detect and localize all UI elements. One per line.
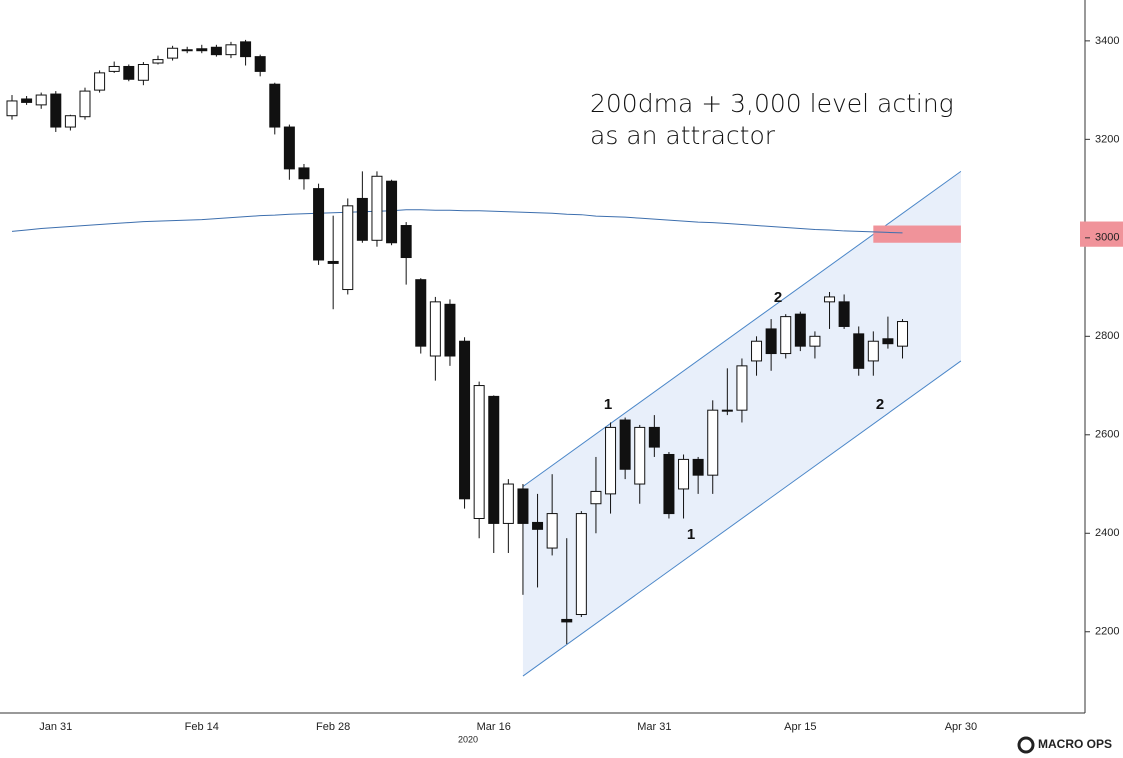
plot-area [6, 39, 962, 677]
x-tick-label: Apr 30 [945, 721, 977, 733]
annotation: as an attractor [590, 121, 776, 150]
candle-body [6, 100, 18, 117]
candle-body [342, 205, 354, 291]
y-tick-label: 2200 [1095, 626, 1119, 638]
candle-body [517, 488, 529, 524]
channel-line [522, 360, 962, 677]
y-tick-label: 3400 [1095, 35, 1119, 47]
candle-body [137, 64, 149, 81]
logo-icon [1017, 736, 1035, 754]
candle-body [35, 94, 47, 106]
candle-body [371, 175, 383, 241]
candle-body [21, 98, 33, 103]
candle-body [867, 340, 879, 362]
candle-body [429, 301, 441, 357]
candle-body [648, 426, 660, 448]
candle-body [736, 365, 748, 411]
wave-label: 2 [774, 289, 782, 306]
candle-body [269, 83, 281, 128]
candle-body [619, 419, 631, 470]
x-tick-label: Feb 28 [316, 721, 350, 733]
candle-body [240, 41, 252, 58]
candle-body [196, 48, 208, 52]
candle-body [780, 316, 792, 355]
x-tick-label: Mar 31 [637, 721, 671, 733]
candle-body [765, 328, 777, 355]
candle-body [707, 409, 719, 476]
candle-body [283, 126, 295, 170]
candle-body [298, 167, 310, 180]
candle-body [532, 521, 544, 530]
y-tick-label: 3200 [1095, 133, 1119, 145]
candle-body [634, 426, 646, 485]
candle-body [327, 260, 339, 264]
candle-body [415, 279, 427, 347]
zone [873, 225, 961, 243]
candle-body [50, 93, 62, 128]
candle-body [181, 49, 193, 52]
wave-label: 1 [687, 526, 695, 543]
x-tick-label: Jan 31 [39, 721, 72, 733]
zone-axis-highlight [1080, 221, 1123, 247]
y-tick-label: 2600 [1095, 429, 1119, 441]
candle-body [692, 458, 704, 476]
moving-average [11, 209, 903, 234]
x-tick-label: Apr 15 [784, 721, 816, 733]
candle-body [64, 115, 76, 128]
candle-body [605, 426, 617, 495]
candle-body [897, 321, 909, 347]
candle-body [663, 453, 675, 515]
candle-body [721, 409, 733, 412]
wave-label: 2 [876, 396, 884, 413]
candle-body [254, 56, 266, 72]
candle-body [561, 618, 573, 623]
candle-body [824, 296, 836, 303]
candle-body [794, 313, 806, 347]
x-tick-label: Mar 16 [477, 721, 511, 733]
logo: MACRO OPS [1038, 737, 1112, 751]
candle-body [386, 180, 398, 244]
candle-body [313, 188, 325, 261]
candle-body [678, 458, 690, 490]
candle-body [809, 335, 821, 347]
candle-body [152, 59, 164, 64]
candle-body [225, 44, 237, 56]
candle-body [400, 225, 412, 259]
candle-body [94, 72, 106, 91]
candle-body [590, 490, 602, 505]
candle-body [459, 340, 471, 500]
annotation: 200dma + 3,000 level acting [590, 89, 954, 118]
channel-line [522, 170, 962, 487]
year-label: 2020 [458, 734, 478, 744]
candle-body [882, 338, 894, 345]
candle-body [356, 197, 368, 241]
candle-body [123, 65, 135, 80]
x-tick-label: Feb 14 [185, 721, 219, 733]
candle-body [210, 46, 222, 56]
candle-body [79, 90, 91, 118]
candle-body [546, 513, 558, 549]
candle-body [444, 303, 456, 357]
channel-fill [522, 171, 961, 677]
candle-body [502, 483, 514, 524]
candle-body [473, 385, 485, 520]
candle-body [108, 65, 120, 72]
candle-body [751, 340, 763, 362]
candle-body [838, 301, 850, 327]
y-tick-label: 2800 [1095, 330, 1119, 342]
y-tick-label: 2400 [1095, 527, 1119, 539]
candle-body [853, 333, 865, 369]
y-tick-label: 3000 [1095, 232, 1119, 244]
wave-label: 1 [604, 396, 612, 413]
candle-body [575, 513, 587, 616]
candle-body [167, 47, 179, 59]
candle-body [488, 395, 500, 524]
